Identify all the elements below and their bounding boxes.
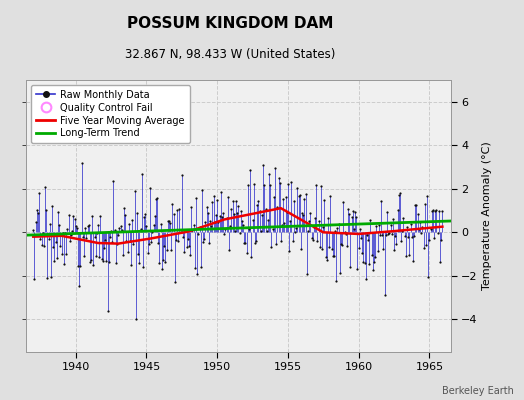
Text: POSSUM KINGDOM DAM: POSSUM KINGDOM DAM [127,16,334,31]
Text: Berkeley Earth: Berkeley Earth [442,386,514,396]
Legend: Raw Monthly Data, Quality Control Fail, Five Year Moving Average, Long-Term Tren: Raw Monthly Data, Quality Control Fail, … [31,85,190,143]
Text: 32.867 N, 98.433 W (United States): 32.867 N, 98.433 W (United States) [125,48,336,61]
Y-axis label: Temperature Anomaly (°C): Temperature Anomaly (°C) [482,142,492,290]
